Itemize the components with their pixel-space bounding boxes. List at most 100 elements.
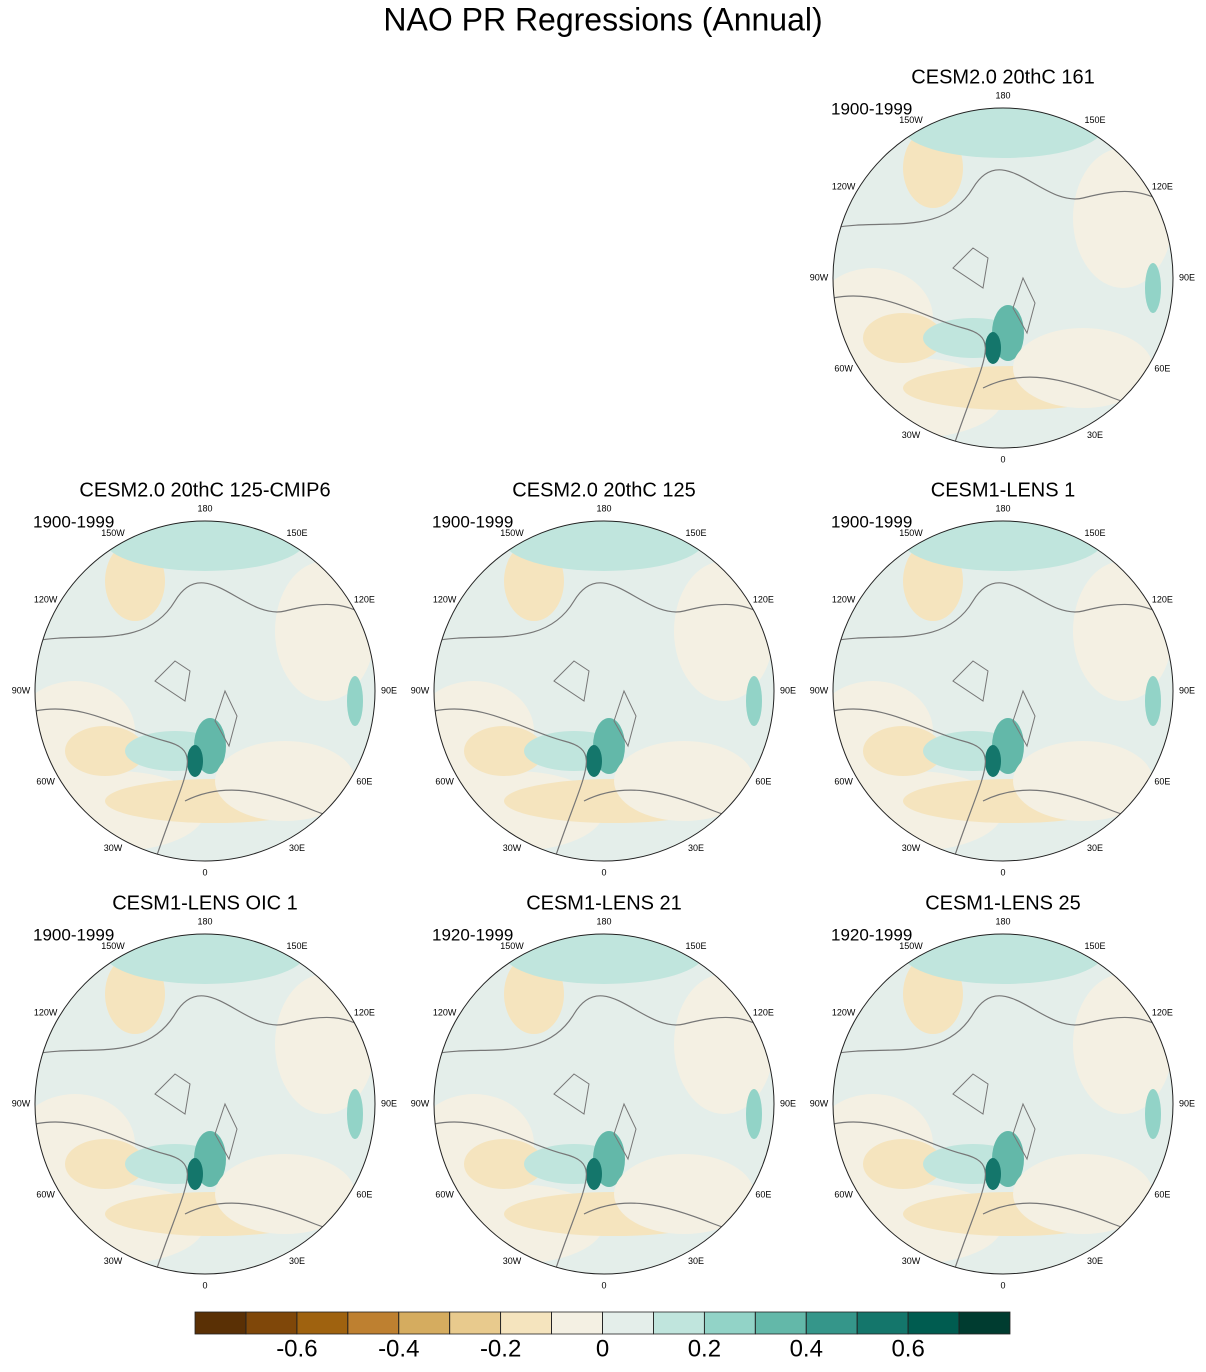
longitude-label: 60W xyxy=(834,1189,853,1199)
longitude-label: 30E xyxy=(688,1256,704,1266)
longitude-label: 120E xyxy=(753,594,774,604)
colorbar-box xyxy=(245,1311,298,1335)
precip-anomaly xyxy=(464,1139,544,1189)
longitude-label: 150W xyxy=(899,528,923,538)
longitude-label: 60W xyxy=(834,776,853,786)
map-border xyxy=(832,933,1174,1275)
longitude-label: 60E xyxy=(755,776,771,786)
longitude-label: 30W xyxy=(104,843,123,853)
coastline xyxy=(434,995,774,1055)
longitude-label: 60W xyxy=(435,1189,454,1199)
precip-anomaly xyxy=(746,1089,762,1139)
longitude-label: 150E xyxy=(1084,115,1105,125)
map-border xyxy=(34,933,376,1275)
panel-title: CESM2.0 20thC 125 xyxy=(512,479,695,501)
longitude-label: 90W xyxy=(411,685,430,695)
precip-anomaly xyxy=(275,561,375,701)
coastline xyxy=(35,582,375,642)
map-border xyxy=(433,520,775,862)
panel-title: CESM1-LENS OIC 1 xyxy=(112,892,298,914)
longitude-label: 150E xyxy=(685,941,706,951)
longitude-label: 60W xyxy=(36,1189,55,1199)
longitude-label: 180 xyxy=(995,916,1010,926)
map-border xyxy=(832,107,1174,449)
precip-anomaly xyxy=(863,1139,943,1189)
precip-anomaly xyxy=(215,1154,355,1234)
longitude-label: 0 xyxy=(202,867,207,877)
precip-anomaly xyxy=(504,521,704,571)
longitude-label: 30E xyxy=(1087,843,1103,853)
longitude-label: 120E xyxy=(354,594,375,604)
longitude-label: 120E xyxy=(1152,594,1173,604)
longitude-label: 90E xyxy=(1179,272,1195,282)
coastline xyxy=(154,1073,238,1161)
colorbar-box xyxy=(805,1311,858,1335)
colorbar-tick-label: 0.2 xyxy=(688,1335,721,1362)
precip-anomaly xyxy=(1073,561,1173,701)
coastline xyxy=(833,169,1173,229)
longitude-label: 0 xyxy=(1000,454,1005,464)
colorbar-tick-label: 0.6 xyxy=(891,1335,924,1362)
precip-anomaly xyxy=(187,1158,203,1190)
coastline xyxy=(833,708,986,861)
coastline xyxy=(952,660,1036,748)
precip-anomaly xyxy=(1013,1154,1153,1234)
colorbar-box xyxy=(500,1311,552,1335)
precip-anomaly xyxy=(586,745,602,777)
panel-title: CESM1-LENS 1 xyxy=(931,479,1076,501)
longitude-label: 150W xyxy=(101,528,125,538)
map-panel xyxy=(833,521,1173,861)
longitude-label: 180 xyxy=(596,916,611,926)
precip-anomaly xyxy=(464,726,544,776)
longitude-label: 180 xyxy=(197,503,212,513)
coastline xyxy=(553,1073,637,1161)
colorbar-box xyxy=(296,1311,349,1335)
coastline xyxy=(434,582,774,642)
precip-anomaly xyxy=(347,1089,363,1139)
panel-period: 1900-1999 xyxy=(831,99,912,118)
precip-anomaly xyxy=(105,934,305,984)
longitude-label: 150E xyxy=(286,528,307,538)
map-border xyxy=(433,933,775,1275)
longitude-label: 150W xyxy=(101,941,125,951)
longitude-label: 180 xyxy=(995,503,1010,513)
longitude-label: 120E xyxy=(1152,1007,1173,1017)
precip-anomaly xyxy=(1013,741,1153,821)
panel-period: 1900-1999 xyxy=(33,925,114,944)
longitude-label: 60E xyxy=(356,1189,372,1199)
longitude-label: 90W xyxy=(411,1098,430,1108)
longitude-label: 60W xyxy=(834,363,853,373)
colorbar-box xyxy=(347,1311,400,1335)
longitude-label: 30E xyxy=(688,843,704,853)
longitude-label: 150E xyxy=(1084,528,1105,538)
longitude-label: 150W xyxy=(500,528,524,538)
coastline xyxy=(434,1121,587,1274)
precip-anomaly xyxy=(105,521,305,571)
map-panel xyxy=(35,934,375,1274)
coastline xyxy=(833,1121,986,1274)
precip-anomaly xyxy=(1013,328,1153,408)
longitude-label: 90W xyxy=(810,685,829,695)
longitude-label: 150E xyxy=(685,528,706,538)
longitude-label: 90E xyxy=(381,685,397,695)
precip-anomaly xyxy=(504,934,704,984)
colorbar-box xyxy=(703,1311,756,1335)
colorbar-box xyxy=(653,1311,705,1335)
colorbar-box xyxy=(194,1311,247,1335)
precip-anomaly xyxy=(746,676,762,726)
longitude-label: 60E xyxy=(356,776,372,786)
coastline xyxy=(553,660,637,748)
longitude-label: 120W xyxy=(832,594,856,604)
longitude-label: 180 xyxy=(197,916,212,926)
longitude-label: 90W xyxy=(12,1098,31,1108)
colorbar-box xyxy=(907,1311,960,1335)
precip-anomaly xyxy=(863,726,943,776)
precip-anomaly xyxy=(1073,148,1173,288)
colorbar-tick-label: -0.6 xyxy=(276,1335,317,1362)
colorbar-tick-label: -0.2 xyxy=(480,1335,521,1362)
longitude-label: 150E xyxy=(286,941,307,951)
panel-period: 1900-1999 xyxy=(33,512,114,531)
map-border xyxy=(832,520,1174,862)
panel-period: 1920-1999 xyxy=(831,925,912,944)
longitude-label: 0 xyxy=(202,1280,207,1290)
